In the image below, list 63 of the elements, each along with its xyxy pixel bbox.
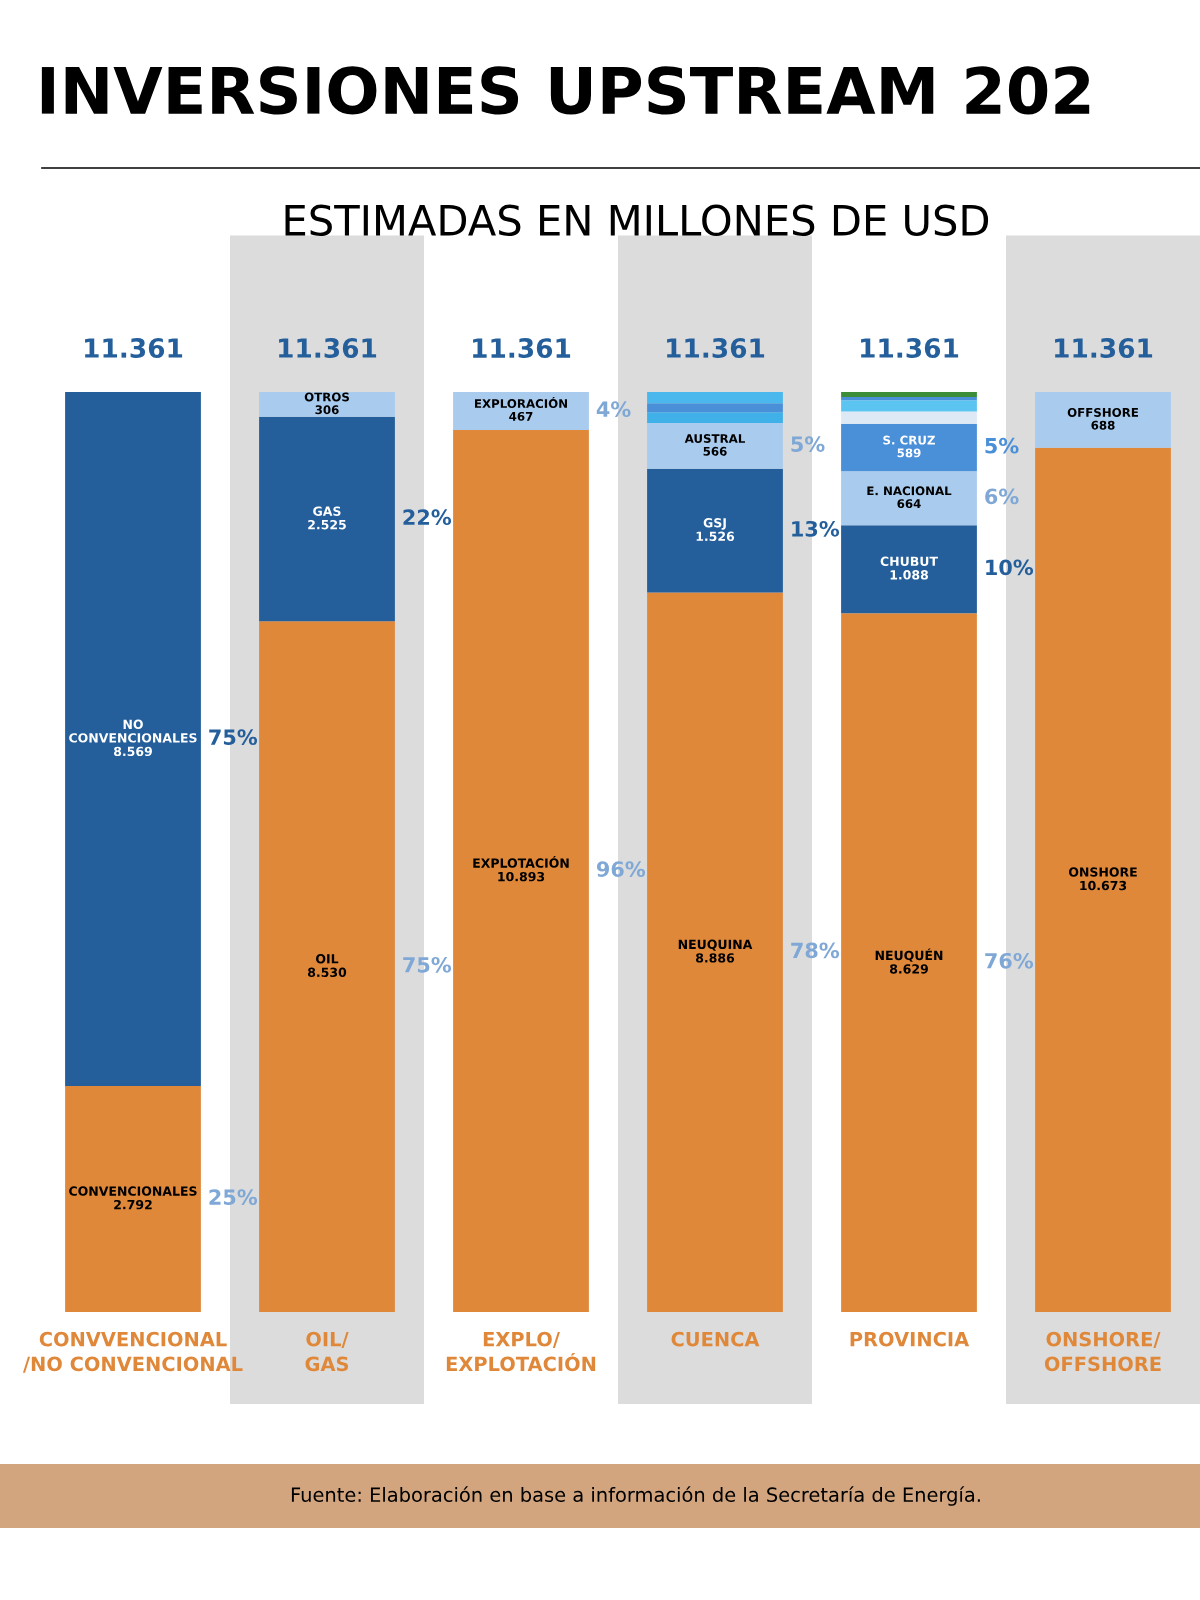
bar xyxy=(647,468,783,593)
chart-subtitle: ESTIMADAS EN MILLONES DE USD xyxy=(285,204,989,237)
data-label: E. NACIONAL 664 xyxy=(867,486,952,509)
bar xyxy=(65,392,201,1086)
bar xyxy=(841,525,977,614)
annotation: 5% xyxy=(791,436,825,452)
annotation: 78% xyxy=(791,942,840,959)
data-label: OFFSHORE 688 xyxy=(1067,407,1138,430)
bar xyxy=(65,1085,201,1312)
data-label: ONSHORE 10.673 xyxy=(1068,867,1137,891)
bar xyxy=(647,392,783,404)
chart-title: INVERSIONES UPSTREAM 202 xyxy=(41,66,1090,115)
data-label: CONVENCIONALES 2.792 xyxy=(69,1186,197,1210)
annotation: 5% xyxy=(985,437,1019,454)
data-label: AUSTRAL 566 xyxy=(684,434,746,456)
x-tick-label: EXPLO/ EXPLOTACIÓN xyxy=(446,1331,596,1372)
bar xyxy=(841,392,977,397)
data-label: NEUQUÉN 8.629 xyxy=(875,948,943,974)
bar xyxy=(841,613,977,1312)
bar xyxy=(841,400,977,412)
bar xyxy=(259,416,395,622)
bar xyxy=(647,412,783,424)
data-label: NEUQUINA 8.886 xyxy=(678,939,753,963)
annotation: 75% xyxy=(403,956,452,973)
x-tick-label: OIL/ GAS xyxy=(305,1331,349,1372)
x-tick-label: CONVVENCIONAL /NO CONVENCIONAL xyxy=(22,1331,243,1373)
annotation: 76% xyxy=(985,952,1034,969)
total-label: 11.361 xyxy=(279,338,377,358)
bar xyxy=(841,471,977,526)
bar xyxy=(259,392,395,417)
annotation: 22% xyxy=(403,509,452,526)
data-label: GAS 2.525 xyxy=(308,506,346,530)
data-label: EXPLOTACIÓN 10.893 xyxy=(473,856,569,882)
total-label: 11.361 xyxy=(473,338,571,359)
total-label: 11.361 xyxy=(1055,338,1153,358)
data-label: CHUBUT 1.088 xyxy=(880,556,938,580)
annotation: 75% xyxy=(209,729,258,745)
annotation: 4% xyxy=(596,401,631,418)
data-label: NO CONVENCIONALES 8.569 xyxy=(69,719,197,757)
data-label: GSJ 1.526 xyxy=(696,518,735,542)
annotation: 6% xyxy=(985,488,1019,505)
bar xyxy=(841,396,977,401)
bar xyxy=(841,411,977,424)
bar xyxy=(647,423,783,469)
annotation: 25% xyxy=(209,1189,258,1205)
data-label: EXPLORACIÓN 467 xyxy=(475,396,567,421)
bar xyxy=(647,592,783,1312)
total-label: 11.361 xyxy=(861,338,959,358)
annotation: 13% xyxy=(792,520,840,537)
data-label: OTROS 306 xyxy=(304,392,349,415)
data-label: OIL 8.530 xyxy=(308,954,347,978)
x-tick-label: ONSHORE/ OFFSHORE xyxy=(1044,1331,1161,1372)
bar xyxy=(453,429,589,1312)
annotation: 10% xyxy=(986,559,1034,576)
x-tick-label: CUENCA xyxy=(671,1331,760,1347)
source-note: Fuente: Elaboración en base a información de la Secretaría de Energía. xyxy=(291,1486,980,1506)
total-label: 11.361 xyxy=(667,338,765,358)
bar xyxy=(259,621,395,1312)
annotation: 96% xyxy=(596,861,646,877)
bar xyxy=(1035,447,1171,1312)
total-label: 11.361 xyxy=(85,338,183,358)
x-tick-label: PROVINCIA xyxy=(850,1331,970,1347)
data-label: S. CRUZ 589 xyxy=(883,435,935,458)
